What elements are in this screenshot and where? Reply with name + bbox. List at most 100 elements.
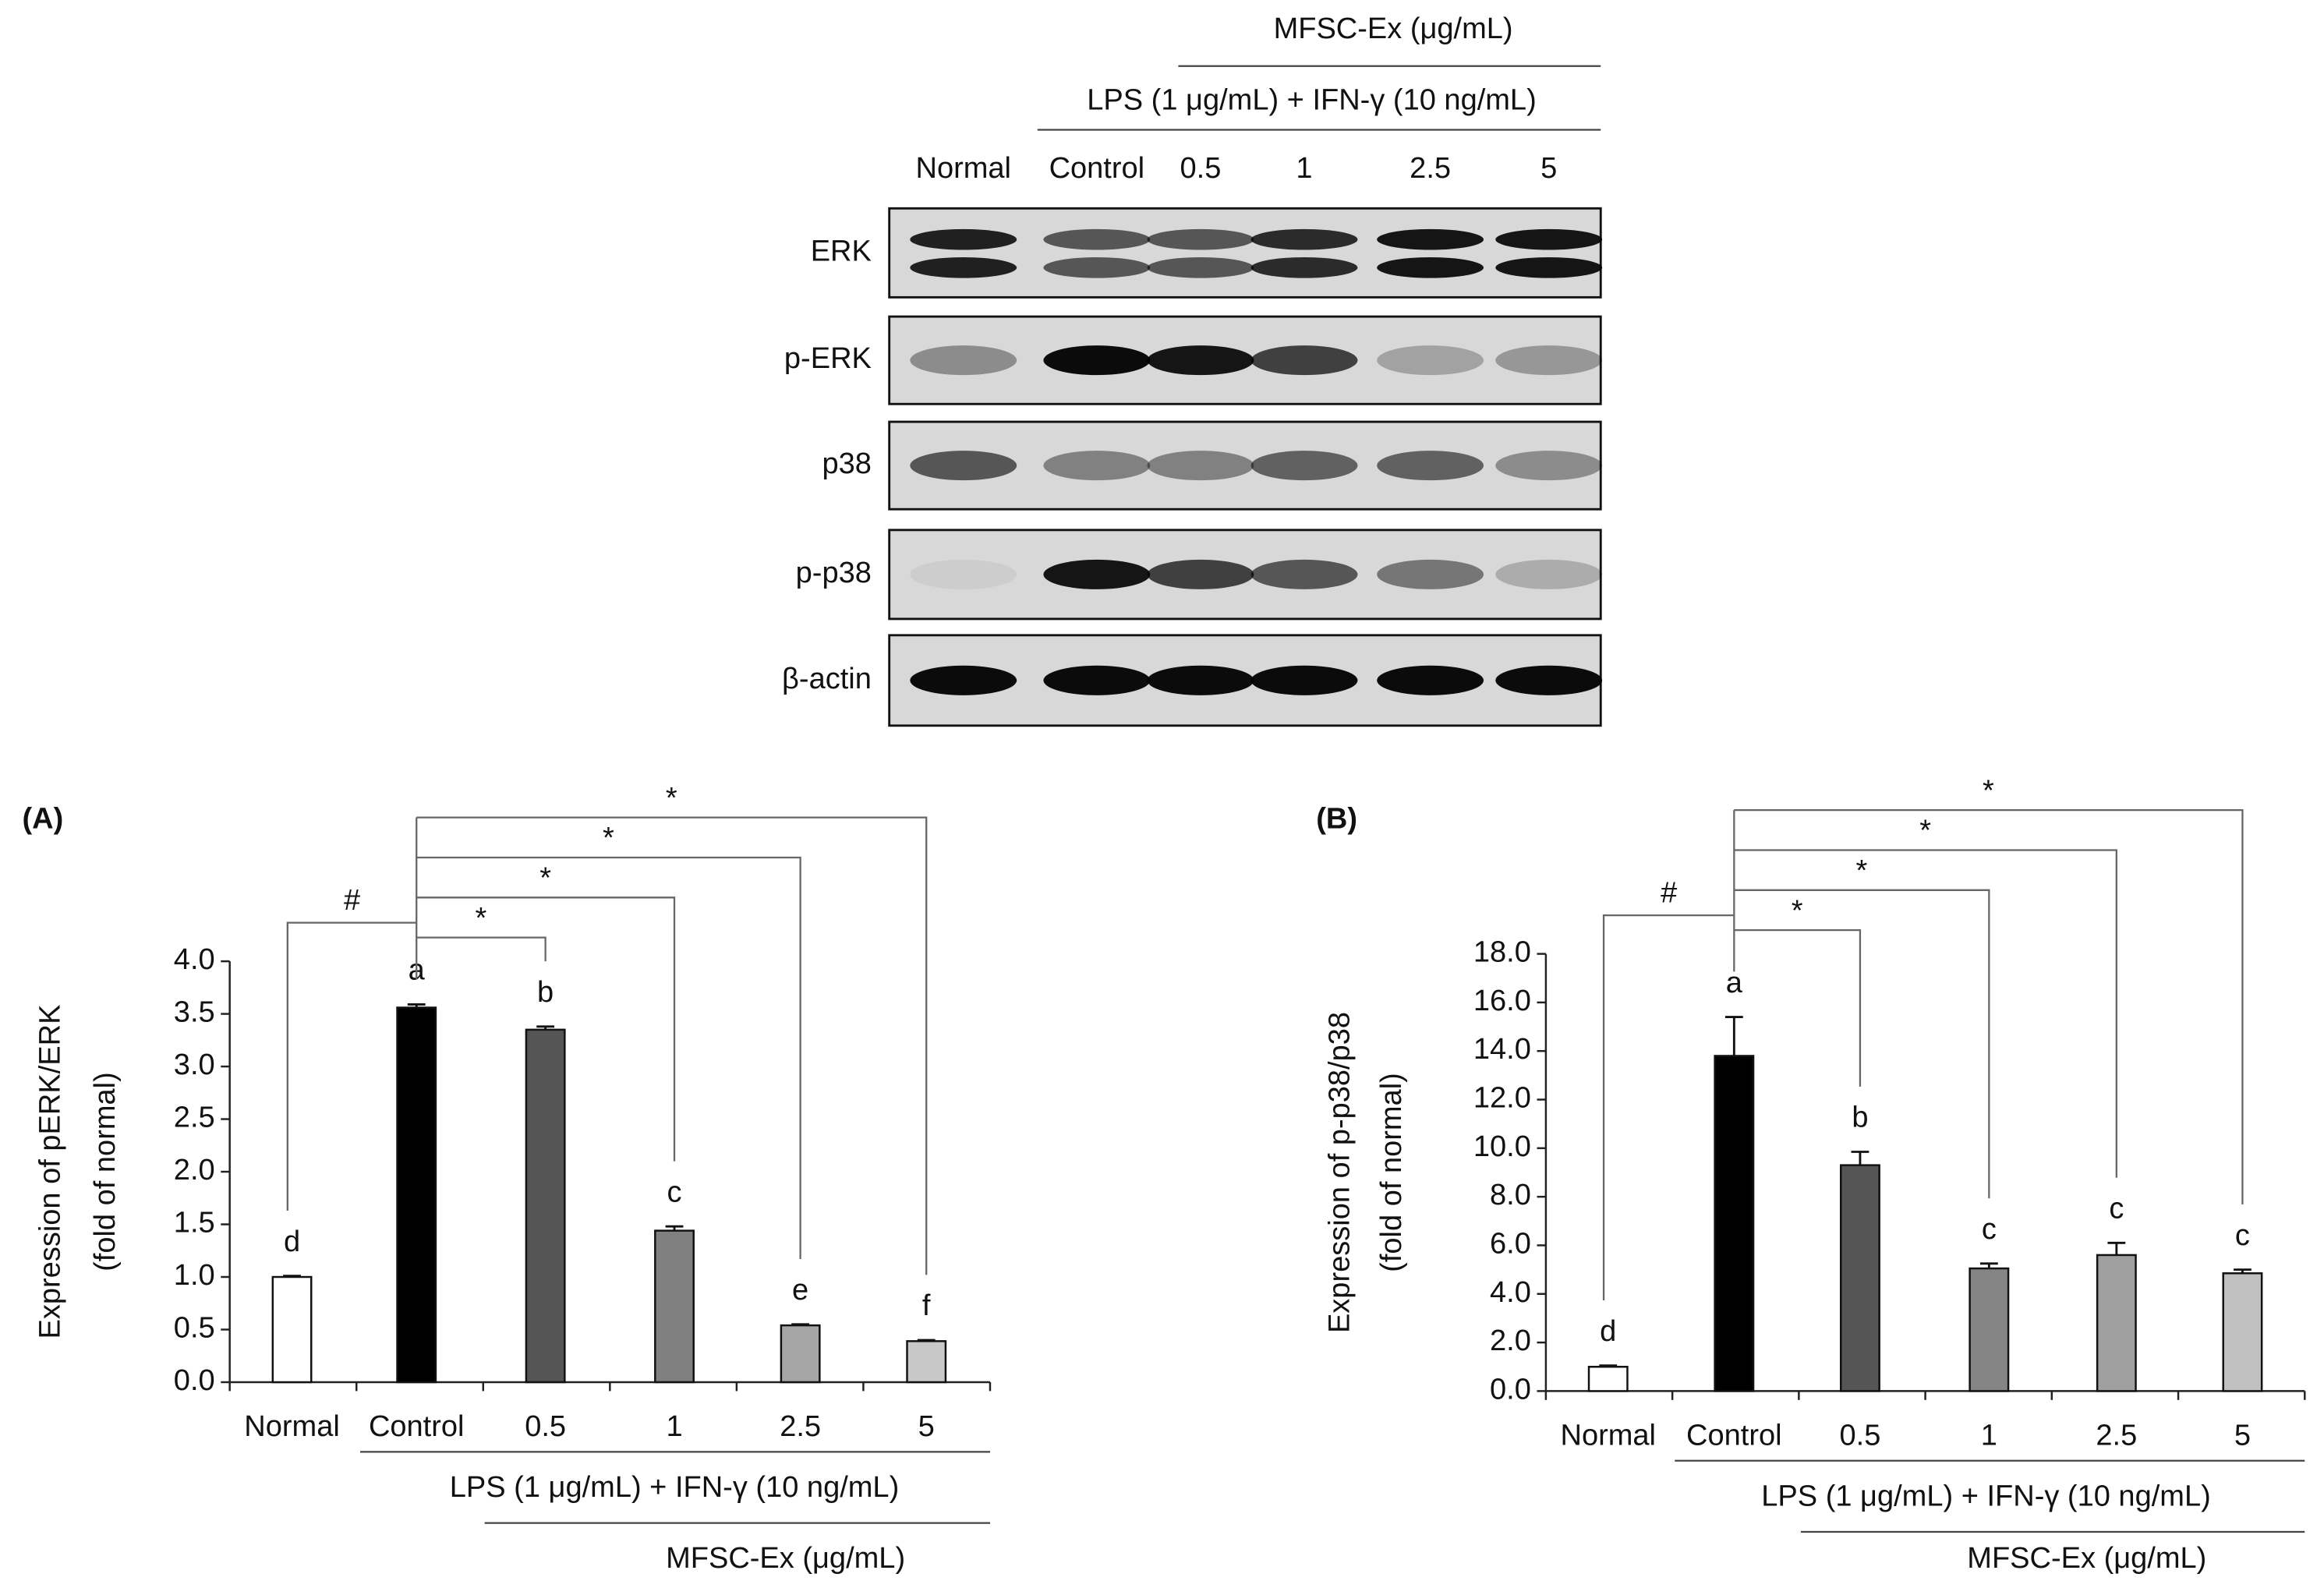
row-label: p38 bbox=[822, 447, 871, 480]
significance-letter: d bbox=[1600, 1315, 1616, 1348]
significance-mark: * bbox=[476, 902, 487, 935]
x-tick-label: 5 bbox=[2234, 1419, 2251, 1452]
significance-mark: * bbox=[603, 822, 614, 854]
error-bar bbox=[2107, 1241, 2126, 1255]
y-tick-label: 0.0 bbox=[174, 1364, 215, 1397]
error-bar bbox=[791, 1323, 810, 1326]
blot-band bbox=[1043, 451, 1151, 481]
bar bbox=[271, 1275, 313, 1384]
bracket bbox=[416, 897, 676, 1162]
bracket bbox=[416, 816, 928, 1275]
blot-band bbox=[1147, 228, 1254, 250]
y-tick-label: 0.5 bbox=[174, 1312, 215, 1345]
blot-band bbox=[1377, 228, 1484, 250]
bracket bbox=[286, 921, 417, 1211]
y-tick-label: 16.0 bbox=[1473, 985, 1531, 1017]
blot-band bbox=[1043, 228, 1151, 250]
error-bar bbox=[1979, 1262, 1998, 1269]
error-bar bbox=[2234, 1268, 2251, 1274]
y-axis-label: (fold of normal) bbox=[89, 1072, 122, 1271]
bar bbox=[1587, 1366, 1629, 1392]
blot-band bbox=[1147, 665, 1254, 695]
blot-band bbox=[1495, 559, 1603, 589]
lane-label: Control bbox=[1049, 152, 1145, 185]
row-label: β-actin bbox=[782, 663, 872, 695]
blot-band bbox=[1377, 345, 1484, 376]
blot-band bbox=[1250, 559, 1358, 589]
significance-letter: d bbox=[284, 1225, 300, 1258]
lane-label: 2.5 bbox=[1410, 152, 1451, 185]
blot-band bbox=[1250, 345, 1358, 376]
panel-label: (B) bbox=[1316, 803, 1357, 836]
bar bbox=[1714, 1055, 1755, 1392]
blot-band bbox=[1250, 451, 1358, 481]
y-tick-label: 14.0 bbox=[1473, 1033, 1531, 1066]
y-tick-label: 10.0 bbox=[1473, 1130, 1531, 1163]
x-tick-label: Normal bbox=[244, 1410, 340, 1443]
x-tick-label: 5 bbox=[918, 1410, 935, 1443]
bar bbox=[1969, 1267, 2010, 1392]
significance-letter: c bbox=[1982, 1213, 1997, 1246]
bar bbox=[654, 1229, 695, 1384]
y-tick-label: 3.5 bbox=[174, 996, 215, 1029]
significance-mark: * bbox=[1983, 774, 1994, 807]
significance-letter: c bbox=[2109, 1193, 2124, 1225]
error-bar bbox=[1851, 1151, 1869, 1165]
y-tick-label: 3.0 bbox=[174, 1049, 215, 1081]
bracket bbox=[1602, 914, 1735, 1301]
significance-mark: # bbox=[344, 884, 360, 917]
bar bbox=[2222, 1272, 2263, 1392]
blot-band bbox=[1495, 228, 1603, 250]
bracket bbox=[416, 936, 547, 962]
blot-band bbox=[1495, 665, 1603, 695]
bracket bbox=[1734, 929, 1862, 1087]
significance-mark: * bbox=[666, 782, 677, 815]
x-tick-label: Control bbox=[1686, 1419, 1782, 1452]
x-tick-label: Control bbox=[369, 1410, 465, 1443]
significance-letter: a bbox=[1726, 967, 1743, 999]
row-label: ERK bbox=[811, 235, 872, 267]
y-axis-label: (fold of normal) bbox=[1375, 1073, 1408, 1272]
bar bbox=[396, 1006, 437, 1384]
bar bbox=[2096, 1254, 2137, 1392]
significance-letter: c bbox=[2235, 1219, 2250, 1252]
x-tick-label: 0.5 bbox=[1840, 1419, 1881, 1452]
bar bbox=[906, 1340, 947, 1384]
lane-label: Normal bbox=[915, 152, 1011, 185]
error-bar bbox=[283, 1275, 301, 1278]
group-label: LPS (1 μg/mL) + IFN-γ (10 ng/mL) bbox=[1761, 1480, 2210, 1512]
blot-header: MFSC-Ex (μg/mL) bbox=[1274, 12, 1513, 45]
blot-band bbox=[1377, 257, 1484, 278]
significance-mark: * bbox=[1919, 815, 1931, 847]
lane-label: 1 bbox=[1296, 152, 1312, 185]
y-tick-label: 4.0 bbox=[174, 943, 215, 976]
blot-band bbox=[1250, 665, 1358, 695]
blot-band bbox=[1147, 345, 1254, 376]
error-bar bbox=[1724, 1016, 1743, 1056]
y-tick-label: 4.0 bbox=[1490, 1276, 1531, 1309]
lane-label: 5 bbox=[1540, 152, 1557, 185]
x-tick-label: 2.5 bbox=[780, 1410, 821, 1443]
significance-mark: # bbox=[1661, 877, 1677, 910]
y-axis-label: Expression of pERK/ERK bbox=[34, 1005, 67, 1339]
group-label: LPS (1 μg/mL) + IFN-γ (10 ng/mL) bbox=[450, 1471, 899, 1504]
blot-band bbox=[910, 257, 1017, 278]
panel-label: (A) bbox=[23, 803, 64, 836]
blot-band bbox=[910, 451, 1017, 481]
bracket bbox=[1734, 809, 2244, 1204]
error-bar bbox=[1599, 1364, 1618, 1367]
y-tick-label: 0.0 bbox=[1490, 1373, 1531, 1406]
blot-band bbox=[1043, 665, 1151, 695]
bar bbox=[1839, 1164, 1880, 1392]
error-bar bbox=[536, 1025, 555, 1030]
significance-mark: * bbox=[1792, 894, 1803, 927]
group-label: MFSC-Ex (μg/mL) bbox=[1967, 1542, 2206, 1575]
blot-band bbox=[1147, 257, 1254, 278]
x-tick-label: 1 bbox=[1981, 1419, 1997, 1452]
blot-band bbox=[1250, 257, 1358, 278]
significance-mark: * bbox=[1855, 854, 1867, 887]
bar bbox=[525, 1028, 566, 1384]
blot-band bbox=[1043, 559, 1151, 589]
x-tick-label: 2.5 bbox=[2096, 1419, 2137, 1452]
